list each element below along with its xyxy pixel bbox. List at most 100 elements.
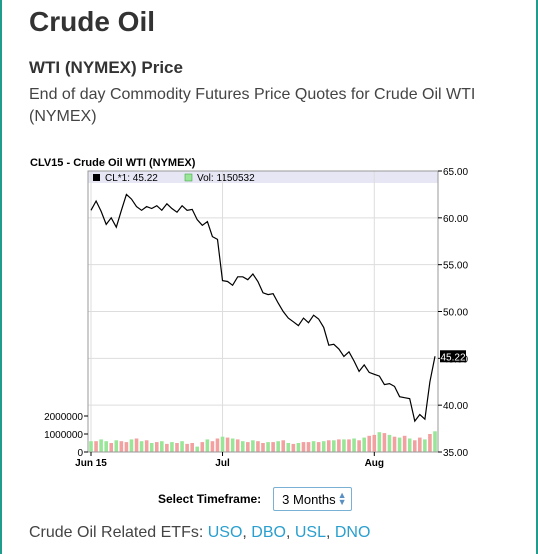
volume-bar [89, 441, 93, 452]
volume-bar [180, 441, 184, 452]
volume-bar [347, 439, 351, 452]
price-chart-svg: CLV15 - Crude Oil WTI (NYMEX) CL*1: 45.2… [30, 157, 468, 469]
volume-bar [266, 442, 270, 452]
volume-bar [407, 438, 412, 452]
related-etfs: Crude Oil Related ETFs: USO, DBO, USL, D… [29, 524, 371, 541]
volume-bar [306, 442, 311, 452]
page-subtitle: WTI (NYMEX) Price [29, 58, 183, 77]
volume-bar [165, 443, 169, 452]
volume-bar [337, 439, 341, 452]
volume-bar [392, 436, 397, 452]
timeframe-value: 3 Months [282, 491, 336, 507]
volume-bar [311, 441, 316, 452]
volume-bar [134, 438, 139, 452]
volume-tick-label: 2000000 [44, 412, 83, 423]
volume-bar [240, 441, 245, 452]
volume-bar [160, 441, 164, 452]
volume-bar [175, 443, 179, 452]
etf-link-dno[interactable]: DNO [334, 524, 371, 541]
legend-background [88, 171, 438, 183]
volume-bar [291, 443, 296, 452]
volume-bar [387, 434, 392, 452]
volume-bar [301, 442, 306, 452]
volume-bar [433, 431, 437, 452]
legend-volume-label: Vol: 1150532 [197, 173, 255, 184]
volume-bar [190, 443, 194, 452]
volume-bar [316, 442, 321, 452]
timeframe-select[interactable]: 3 Months ▲ ▼ [273, 487, 352, 511]
volume-bar [397, 437, 402, 452]
frame-left-border [0, 0, 2, 554]
volume-bar [154, 442, 159, 452]
volume-bar [104, 441, 108, 452]
volume-bar [402, 435, 407, 452]
timeframe-selector: Select Timeframe: 3 Months ▲ ▼ [158, 487, 352, 511]
x-tick-label: Aug [365, 458, 384, 469]
volume-bars [89, 431, 437, 452]
volume-bar [205, 439, 210, 452]
volume-bar [412, 440, 417, 452]
volume-bar [286, 443, 291, 452]
price-series-line [90, 193, 436, 423]
volume-bar [321, 441, 326, 452]
volume-bar [210, 441, 215, 452]
volume-bar [144, 440, 149, 452]
volume-bar [114, 440, 119, 452]
volume-bar [276, 441, 280, 452]
page-title: Crude Oil [29, 6, 156, 37]
volume-bar [124, 442, 129, 452]
x-tick-label: Jun 15 [75, 458, 107, 469]
legend-price-swatch [93, 174, 100, 181]
page-description: End of day Commodity Futures Price Quote… [29, 86, 476, 125]
volume-bar [256, 441, 260, 452]
volume-bar [94, 441, 98, 452]
volume-bar [246, 442, 250, 452]
price-tick-label: 50.00 [443, 308, 468, 319]
volume-tick-label: 0 [77, 448, 83, 459]
volume-bar [418, 437, 422, 452]
volume-bar [220, 436, 225, 452]
volume-bar [357, 440, 361, 452]
volume-bar [428, 434, 432, 452]
volume-bar [109, 443, 114, 452]
volume-bar [296, 443, 301, 452]
volume-bar [271, 442, 275, 452]
volume-bar [281, 440, 286, 452]
volume-bar [362, 437, 366, 452]
etf-link-uso[interactable]: USO [207, 524, 243, 541]
etf-link-dbo[interactable]: DBO [251, 524, 286, 541]
price-tick-label: 65.00 [443, 167, 468, 178]
legend-volume-swatch [184, 173, 193, 182]
volume-bar [215, 438, 220, 452]
volume-bar [352, 438, 356, 452]
volume-bar [129, 439, 134, 452]
x-tick-label: Jul [215, 458, 230, 469]
last-price-label: 45.22 [440, 352, 465, 363]
frame-right-border [536, 0, 538, 554]
volume-bar [170, 442, 174, 452]
volume-bar [377, 432, 382, 452]
volume-bar [225, 437, 230, 452]
volume-bar [372, 434, 377, 452]
price-tick-label: 35.00 [443, 448, 468, 459]
legend-price-label: CL*1: 45.22 [105, 173, 158, 184]
volume-bar [200, 442, 205, 452]
volume-bar [99, 439, 103, 452]
volume-bar [185, 443, 189, 452]
price-tick-label: 55.00 [443, 261, 468, 272]
volume-bar [332, 440, 336, 452]
select-arrows-icon: ▲ ▼ [337, 490, 347, 507]
volume-bar [423, 439, 427, 452]
volume-bar [139, 441, 144, 452]
price-tick-label: 40.00 [443, 401, 468, 412]
volume-bar [342, 439, 346, 452]
volume-bar [367, 435, 372, 452]
etf-link-usl[interactable]: USL [294, 524, 326, 541]
timeframe-label: Select Timeframe: [158, 492, 262, 506]
volume-bar [235, 439, 240, 452]
volume-bar [195, 446, 200, 452]
volume-bar [119, 441, 124, 452]
etf-prefix: Crude Oil Related ETFs: [29, 524, 204, 541]
chart-grid [88, 170, 438, 453]
